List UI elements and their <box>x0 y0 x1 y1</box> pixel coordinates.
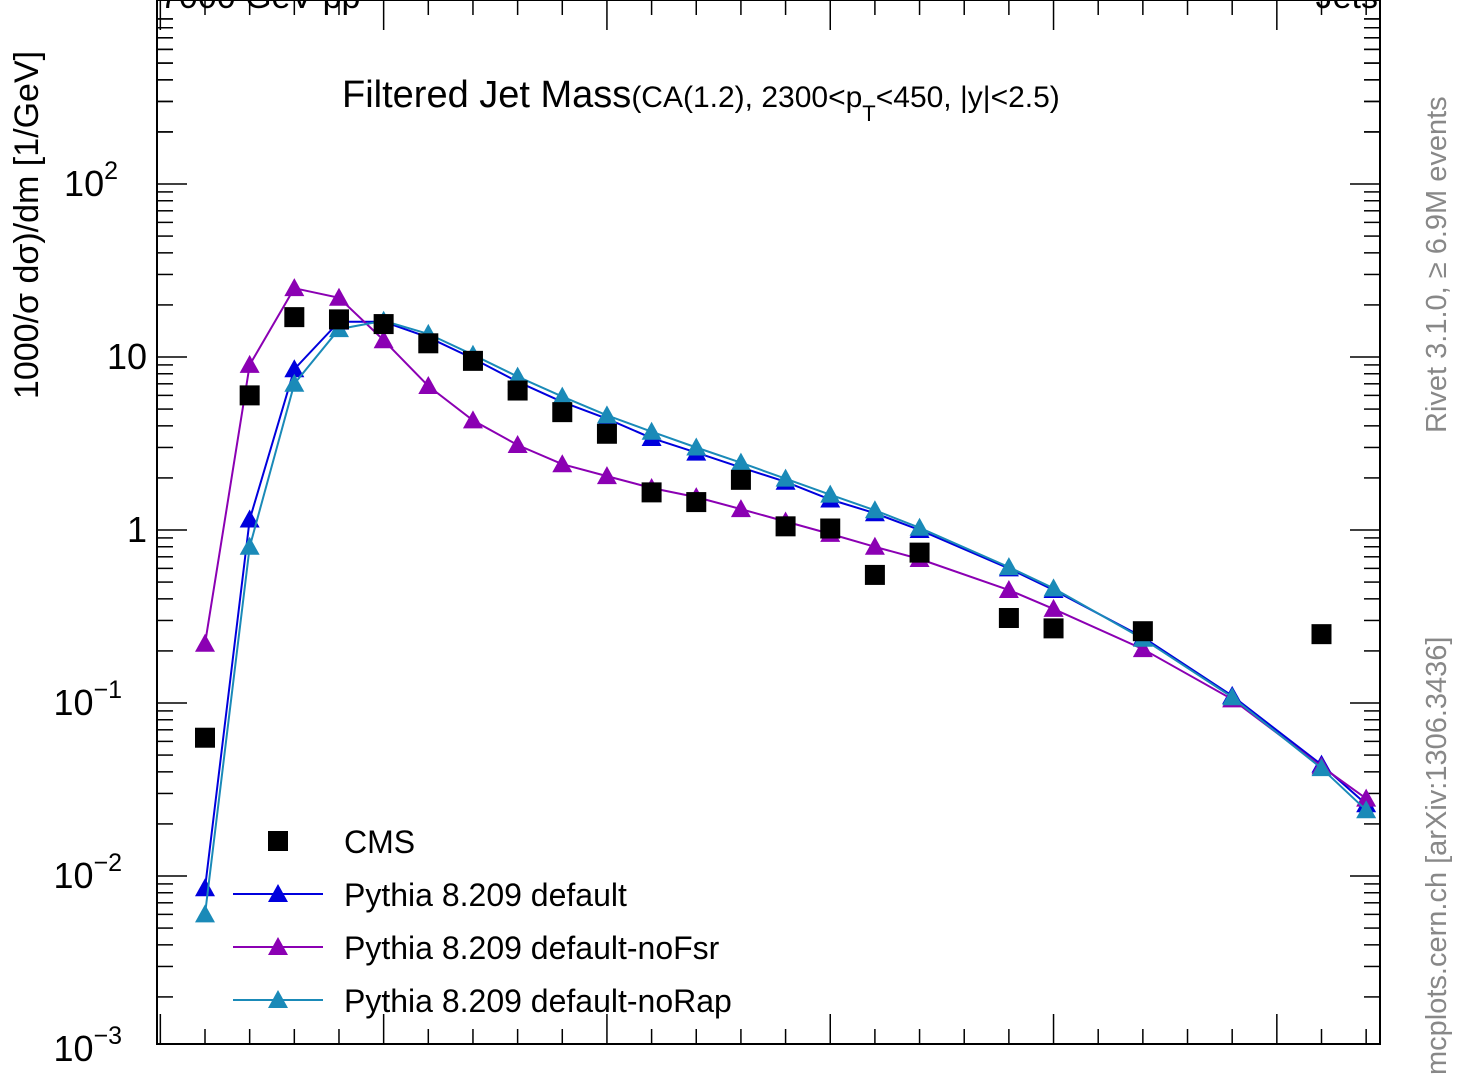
cms-point <box>284 307 305 328</box>
cms-point <box>373 314 394 335</box>
cms-point <box>239 385 260 406</box>
legend-entry: Pythia 8.209 default-noRap <box>233 983 732 1019</box>
series-point <box>507 434 528 453</box>
legend-swatch-square <box>268 831 288 851</box>
series-point <box>998 579 1019 598</box>
chart-title-suffix: <450, |y|<2.5) <box>876 81 1060 114</box>
series-1-group <box>195 278 1377 807</box>
chart-title: Filtered Jet Mass(CA(1.2), 2300<pT<450, … <box>342 74 1060 126</box>
y-tick-label: 102 <box>64 157 118 204</box>
cms-data-group <box>195 307 1332 748</box>
cms-point <box>998 607 1019 628</box>
y-tick-labels: 102 10 1 10−1 10−2 10−3 <box>53 157 147 1069</box>
y-tick-label: 10 <box>107 336 147 377</box>
series-point <box>195 633 215 652</box>
series-point <box>596 466 617 485</box>
legend-label: Pythia 8.209 default-noRap <box>344 983 732 1019</box>
cms-point <box>418 333 439 354</box>
series-0-group <box>195 311 1377 897</box>
y-tick-label: 10−2 <box>53 849 122 896</box>
cms-point <box>1132 621 1153 642</box>
series-point <box>730 499 751 518</box>
y-tick-label: 10−1 <box>53 676 122 723</box>
plot-frame <box>156 0 1381 1045</box>
series-point <box>775 468 796 487</box>
series-point <box>462 410 483 429</box>
series-point <box>284 373 305 392</box>
series-point <box>820 484 841 503</box>
cms-point <box>686 492 707 513</box>
series-point <box>284 359 305 378</box>
series-point <box>239 536 260 555</box>
cms-point <box>1311 624 1332 645</box>
series-point <box>596 405 617 424</box>
series-point <box>864 536 885 555</box>
series-layer <box>195 278 1377 923</box>
axis-ticks <box>157 0 1380 1044</box>
legend-swatch-marker <box>268 990 288 1008</box>
legend-swatch-marker <box>268 937 288 955</box>
legend-entry: CMS <box>268 824 415 860</box>
series-point <box>552 386 573 405</box>
series-point <box>418 375 439 394</box>
series-point <box>552 454 573 473</box>
series-point <box>195 878 215 897</box>
chart-title-main: Filtered Jet Mass <box>342 74 631 116</box>
y-axis-title: 1000/σ dσ)/dm [1/GeV] <box>8 51 46 399</box>
series-point <box>686 437 707 456</box>
legend-entry: Pythia 8.209 default-noFsr <box>233 930 720 966</box>
series-point <box>1311 758 1332 777</box>
series-point <box>1356 788 1377 807</box>
series-point <box>864 500 885 519</box>
cms-point <box>775 516 796 537</box>
legend-label: Pythia 8.209 default <box>344 877 627 913</box>
rivet-version-label: Rivet 3.1.0, ≥ 6.9M events <box>1421 96 1453 433</box>
series-point <box>1222 687 1243 706</box>
series-point <box>998 557 1019 576</box>
series-point <box>328 287 349 306</box>
cms-point <box>820 518 841 539</box>
legend-entry: Pythia 8.209 default <box>233 877 627 913</box>
series-line <box>204 287 1367 800</box>
legend-label: CMS <box>344 824 415 860</box>
cms-point <box>1043 618 1064 639</box>
cms-point <box>552 402 573 423</box>
legend-label: Pythia 8.209 default-noFsr <box>344 930 720 966</box>
chart-title-prefix: (CA(1.2), 2300<p <box>631 81 862 114</box>
energy-label: 7000 GeV pp <box>160 0 360 16</box>
y-tick-label: 1 <box>127 509 147 550</box>
cms-point <box>909 542 930 563</box>
cms-point <box>641 482 662 503</box>
series-point <box>239 509 260 528</box>
cms-point <box>596 423 617 444</box>
cms-point <box>864 564 885 585</box>
series-point <box>239 354 260 373</box>
cms-point <box>507 380 528 401</box>
series-point <box>284 278 305 297</box>
series-point <box>1356 800 1377 819</box>
series-point <box>507 366 528 385</box>
cms-point <box>462 350 483 371</box>
category-label: Jets <box>1316 0 1378 16</box>
y-tick-label: 10−3 <box>53 1022 122 1069</box>
cms-point <box>328 309 349 330</box>
series-point <box>1043 578 1064 597</box>
legend-swatch-marker <box>268 884 288 902</box>
series-point <box>641 421 662 440</box>
series-point <box>1043 598 1064 617</box>
cms-point <box>730 469 751 490</box>
series-point <box>195 904 215 923</box>
arxiv-reference-label: mcplots.cern.ch [arXiv:1306.3436] <box>1421 637 1453 1075</box>
series-point <box>1132 639 1153 658</box>
series-point <box>909 517 930 536</box>
legend: CMS Pythia 8.209 default Pythia 8.209 defa… <box>233 824 732 1019</box>
series-point <box>373 330 394 349</box>
series-line <box>204 320 1367 889</box>
series-point <box>730 452 751 471</box>
chart-title-subscript: T <box>862 101 875 126</box>
cms-point <box>195 727 215 748</box>
